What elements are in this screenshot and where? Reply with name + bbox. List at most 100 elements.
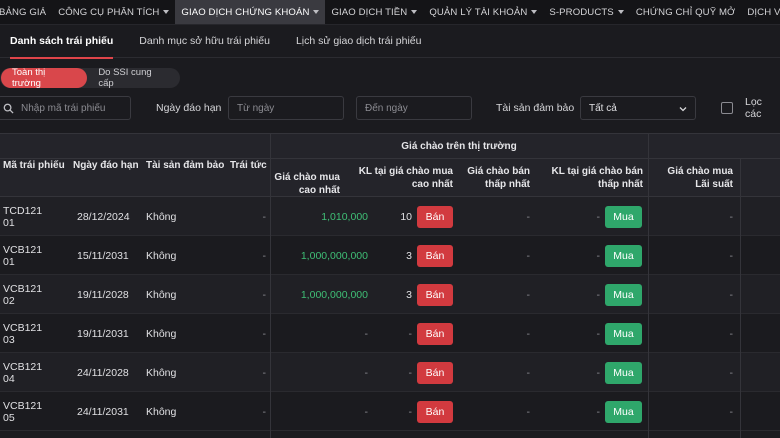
from-date-placeholder: Từ ngày [237, 102, 275, 114]
buy-button[interactable]: Mua [605, 323, 642, 345]
cell-maturity: 28/12/2024 [77, 210, 130, 223]
header-bid-rate: Giá chào mua Lãi suất [655, 159, 733, 197]
cell-best-bid: 1,000,000,000 [300, 288, 368, 301]
cell-ask-volume: - [596, 210, 601, 223]
cell-code: VCB121 03 [3, 314, 42, 353]
cell-ask-volume: - [596, 366, 601, 379]
sell-button[interactable]: Bán [417, 284, 453, 306]
buy-button[interactable]: Mua [605, 401, 642, 423]
header-maturity: Ngày đáo hạn [73, 159, 139, 171]
cell-bid-rate: - [729, 366, 734, 379]
cell-coupon: - [262, 210, 267, 223]
cell-bid-rate: - [729, 327, 734, 340]
tab-bar: Danh sách trái phiếu Danh mục sở hữu trá… [0, 25, 780, 59]
tab-bond-list[interactable]: Danh sách trái phiếu [10, 25, 114, 59]
header-ask-volume-line2: thấp nhất [598, 179, 643, 190]
nav-item[interactable]: GIAO DỊCH CHỨNG KHOÁN [175, 0, 326, 24]
sell-button[interactable]: Bán [417, 206, 453, 228]
nav-item[interactable]: S-PRODUCTS [543, 0, 629, 24]
collateral-label: Tài sản đảm bảo [496, 102, 575, 114]
nav-item[interactable]: GIAO DỊCH TIỀN [325, 0, 423, 24]
header-code: Mã trái phiếu [3, 159, 65, 171]
to-date-placeholder: Đến ngày [365, 102, 408, 114]
sell-button[interactable]: Bán [417, 323, 453, 345]
cell-code-part: VCB121 [3, 282, 43, 295]
cell-code-part: 01 [3, 255, 15, 268]
nav-item-label: CHỨNG CHỈ QUỸ MỞ [635, 6, 736, 18]
table-row[interactable]: VCB121 02 19/11/2028 Không - 1,000,000,000 3 - -… [0, 275, 780, 314]
to-date-input[interactable]: Đến ngày [356, 96, 472, 120]
tab-bond-portfolio[interactable]: Danh mục sở hữu trái phiếu [139, 35, 270, 47]
cell-code: VCB121 02 [3, 275, 42, 314]
nav-item[interactable]: DỊCH VỤ HỖ TRỢ [741, 0, 780, 24]
cell-code-part: 01 [3, 216, 15, 229]
table-header-row: Mã trái phiếu Ngày đáo hạn Tài sản đảm b… [0, 159, 780, 197]
nav-item-label: BẢNG GIÁ [0, 6, 47, 18]
cell-best-ask: - [526, 366, 531, 379]
sell-button[interactable]: Bán [417, 362, 453, 384]
collateral-select[interactable]: Tất cả [580, 96, 696, 120]
nav-item[interactable]: CÔNG CỤ PHÂN TÍCH [52, 0, 175, 24]
column-divider [740, 159, 741, 438]
pill-whole-market[interactable]: Toàn thị trường [1, 67, 88, 89]
nav-item[interactable]: QUẢN LÝ TÀI KHOẢN [423, 0, 543, 24]
buy-button[interactable]: Mua [605, 245, 642, 267]
header-bid-volume-line1: KL tại giá chào mua [358, 166, 453, 177]
cell-bid-volume: 3 [406, 288, 412, 301]
cell-collateral: Không [146, 366, 177, 379]
cell-best-bid: - [364, 327, 369, 340]
nav-item-label: S-PRODUCTS [549, 6, 614, 18]
cell-code-part: VCB121 [3, 360, 43, 373]
sell-button[interactable]: Bán [417, 245, 453, 267]
table-header-group-row: Giá chào trên thị trường [0, 133, 780, 159]
cell-collateral: Không [146, 288, 177, 301]
top-menu: BẢNG GIÁ CÔNG CỤ PHÂN TÍCH GIAO DỊCH CHỨNG… [0, 0, 780, 25]
cell-bid-rate: - [729, 210, 734, 223]
header-collateral: Tài sản đảm bảo [146, 159, 225, 171]
header-best-ask-line1: Giá chào bán [467, 166, 530, 177]
sell-button[interactable]: Bán [417, 401, 453, 423]
buy-button[interactable]: Mua [605, 206, 642, 228]
cell-code: VCB121 04 [3, 353, 42, 392]
table-row[interactable]: VCB121 05 24/11/2031 Không - - - - - - Bán Mua [0, 392, 780, 431]
cell-best-ask: - [526, 327, 531, 340]
market-scope-toggle: Toàn thị trường Do SSI cung cấp [0, 67, 180, 89]
cell-bid-volume: - [408, 366, 413, 379]
from-date-input[interactable]: Từ ngày [228, 96, 344, 120]
header-ask-volume-line1: KL tại giá chào bán [551, 166, 644, 177]
cell-code: VCB121 01 [3, 236, 42, 275]
header-bid-rate-line1: Giá chào mua [667, 166, 733, 177]
buy-button[interactable]: Mua [605, 362, 642, 384]
cell-maturity: 19/11/2031 [77, 327, 129, 340]
nav-item[interactable]: CHỨNG CHỈ QUỸ MỞ [630, 0, 742, 24]
cell-code-part: VCB121 [3, 321, 43, 334]
header-best-bid-line1: Giá chào mua [274, 172, 340, 183]
filter-checkbox[interactable] [721, 102, 733, 114]
buy-button[interactable]: Mua [605, 284, 642, 306]
cell-best-ask: - [526, 288, 531, 301]
cell-coupon: - [262, 288, 267, 301]
tab-bond-history[interactable]: Lịch sử giao dịch trái phiếu [295, 35, 422, 47]
table-row[interactable]: VCB121 01 15/11/2031 Không - 1,000,000,000 3 - -… [0, 236, 780, 275]
pill-ssi-provided[interactable]: Do SSI cung cấp [98, 67, 152, 89]
nav-item-label: GIAO DỊCH CHỨNG KHOÁN [181, 6, 310, 18]
table-row[interactable]: TCD121 01 28/12/2024 Không - 1,010,000 10 - - - Bá… [0, 197, 780, 236]
cell-bid-rate: - [729, 405, 734, 418]
chevron-down-icon [313, 10, 320, 14]
cell-bid-rate: - [729, 288, 734, 301]
cell-best-ask: - [526, 210, 531, 223]
cell-best-ask: - [526, 405, 531, 418]
cell-maturity: 24/11/2028 [77, 366, 129, 379]
cell-ask-volume: - [596, 288, 601, 301]
cell-code-part: 04 [3, 372, 15, 385]
cell-code-part: 02 [3, 294, 15, 307]
table-row[interactable]: VCB121 03 19/11/2031 Không - - - - - - Bán Mua [0, 314, 780, 353]
collateral-select-value: Tất cả [589, 102, 617, 114]
search-input[interactable]: Nhập mã trái phiếu [0, 96, 131, 120]
table-row[interactable]: VCB121 04 24/11/2028 Không - - - - - - Bán Mua [0, 353, 780, 392]
chevron-down-icon [411, 10, 418, 14]
header-ask-volume: KL tại giá chào bán thấp nhất [535, 159, 644, 197]
nav-item-label: DỊCH VỤ HỖ TRỢ [747, 6, 780, 18]
nav-item[interactable]: BẢNG GIÁ [0, 0, 52, 24]
search-placeholder: Nhập mã trái phiếu [21, 102, 106, 114]
